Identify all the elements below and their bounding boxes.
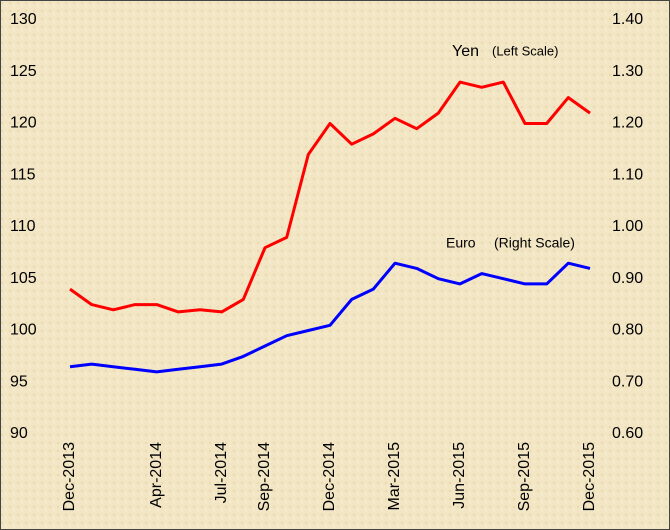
y2-tick-label: 0.90: [612, 270, 643, 287]
x-tick-label: Sep-2014: [256, 442, 273, 511]
y2-tick-label: 1.20: [612, 115, 643, 132]
y-tick-label: 90: [10, 425, 28, 442]
y-tick-label: 100: [10, 322, 37, 339]
x-tick-label: Jul-2014: [213, 442, 230, 503]
x-tick-label: Sep-2015: [516, 442, 533, 511]
x-tick-label: Jun-2015: [451, 442, 468, 509]
y-tick-label: 125: [10, 63, 37, 80]
y2-tick-label: 0.70: [612, 373, 643, 390]
y-tick-label: 115: [10, 166, 36, 183]
y2-tick-label: 1.40: [612, 11, 643, 28]
y2-tick-label: 1.10: [612, 166, 643, 183]
line-series: [69, 80, 591, 314]
x-tick-label: Dec-2015: [581, 442, 598, 511]
y2-tick-label: 1.00: [612, 218, 643, 235]
y-tick-label: 120: [10, 115, 37, 132]
x-tick-label: Apr-2014: [148, 442, 165, 508]
y2-tick-label: 1.30: [612, 63, 643, 80]
y2-tick-label: 0.60: [612, 425, 643, 442]
line-series: [69, 261, 591, 374]
x-tick-label: Dec-2014: [321, 442, 338, 511]
series-label: Euro: [446, 235, 476, 251]
y-tick-label: 130: [10, 11, 37, 28]
y-tick-label: 105: [10, 270, 37, 287]
x-tick-label: Mar-2015: [386, 442, 403, 511]
y-tick-label: 95: [10, 373, 28, 390]
annotation: (Left Scale): [492, 43, 558, 58]
annotation: (Right Scale): [494, 235, 575, 251]
series-label: Yen: [452, 43, 479, 60]
y2-tick-label: 0.80: [612, 322, 643, 339]
y-tick-label: 110: [10, 218, 36, 235]
x-tick-label: Dec-2013: [61, 442, 78, 511]
